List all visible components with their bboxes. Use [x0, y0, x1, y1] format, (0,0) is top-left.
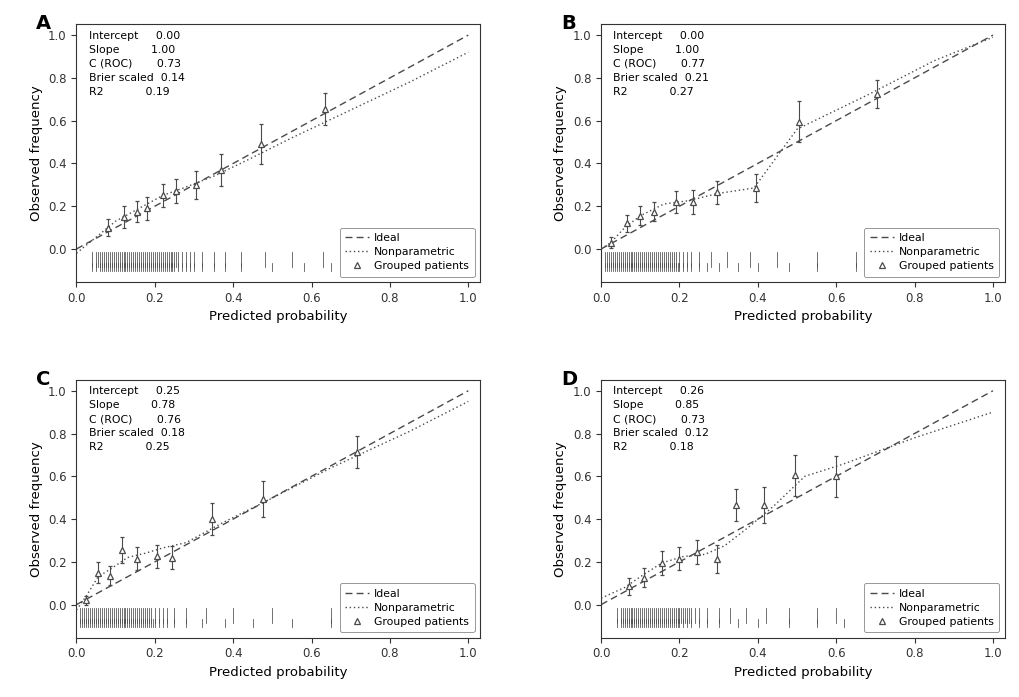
Text: 1: 1	[461, 255, 466, 264]
Y-axis label: Observed frequency: Observed frequency	[553, 85, 567, 221]
Text: Intercept     0.26
Slope         0.85
C (ROC)       0.73
Brier scaled  0.12
R2  : Intercept 0.26 Slope 0.85 C (ROC) 0.73 B…	[612, 386, 708, 452]
Text: D: D	[560, 369, 577, 389]
Legend: Ideal, Nonparametric, Grouped patients: Ideal, Nonparametric, Grouped patients	[863, 228, 999, 277]
Y-axis label: Observed frequency: Observed frequency	[30, 441, 43, 577]
Text: 1: 1	[984, 255, 990, 264]
X-axis label: Predicted probability: Predicted probability	[733, 666, 871, 679]
Text: C: C	[36, 369, 51, 389]
Text: Intercept     0.25
Slope         0.78
C (ROC)       0.76
Brier scaled  0.18
R2  : Intercept 0.25 Slope 0.78 C (ROC) 0.76 B…	[89, 386, 184, 452]
X-axis label: Predicted probability: Predicted probability	[733, 310, 871, 323]
Text: B: B	[560, 14, 575, 33]
Y-axis label: Observed frequency: Observed frequency	[30, 85, 43, 221]
Text: 0: 0	[461, 618, 466, 627]
Text: 0: 0	[461, 263, 466, 272]
X-axis label: Predicted probability: Predicted probability	[209, 310, 347, 323]
Text: Intercept     0.00
Slope         1.00
C (ROC)       0.73
Brier scaled  0.14
R2  : Intercept 0.00 Slope 1.00 C (ROC) 0.73 B…	[89, 31, 184, 97]
Text: 1: 1	[984, 611, 990, 620]
Legend: Ideal, Nonparametric, Grouped patients: Ideal, Nonparametric, Grouped patients	[339, 583, 474, 632]
Text: 1: 1	[461, 611, 466, 620]
X-axis label: Predicted probability: Predicted probability	[209, 666, 347, 679]
Text: 0: 0	[984, 263, 990, 272]
Text: A: A	[36, 14, 51, 33]
Text: Intercept     0.00
Slope         1.00
C (ROC)       0.77
Brier scaled  0.21
R2  : Intercept 0.00 Slope 1.00 C (ROC) 0.77 B…	[612, 31, 708, 97]
Text: 0: 0	[984, 618, 990, 627]
Y-axis label: Observed frequency: Observed frequency	[553, 441, 567, 577]
Legend: Ideal, Nonparametric, Grouped patients: Ideal, Nonparametric, Grouped patients	[339, 228, 474, 277]
Legend: Ideal, Nonparametric, Grouped patients: Ideal, Nonparametric, Grouped patients	[863, 583, 999, 632]
